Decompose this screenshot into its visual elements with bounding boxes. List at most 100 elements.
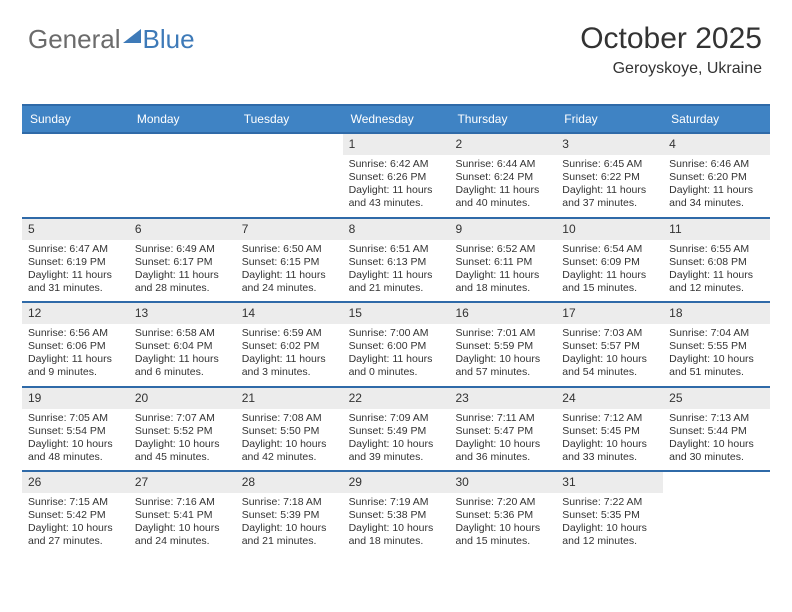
day-number: 5 [22, 219, 129, 240]
day-sunset: Sunset: 5:49 PM [349, 425, 444, 438]
day-daylight2: and 34 minutes. [669, 197, 764, 210]
day-daylight1: Daylight: 10 hours [135, 522, 230, 535]
day-daylight1: Daylight: 11 hours [349, 353, 444, 366]
day-daylight2: and 0 minutes. [349, 366, 444, 379]
day-daylight1: Daylight: 11 hours [562, 184, 657, 197]
day-daylight1: Daylight: 10 hours [562, 353, 657, 366]
weekday-header: Tuesday [236, 106, 343, 132]
day-sunset: Sunset: 5:42 PM [28, 509, 123, 522]
day-number: 7 [236, 219, 343, 240]
page-title: October 2025 [580, 22, 762, 56]
day-daylight2: and 42 minutes. [242, 451, 337, 464]
day-sunset: Sunset: 5:50 PM [242, 425, 337, 438]
day-daylight1: Daylight: 11 hours [669, 184, 764, 197]
day-daylight1: Daylight: 11 hours [28, 353, 123, 366]
day-number: 29 [343, 472, 450, 493]
day-daylight1: Daylight: 10 hours [242, 438, 337, 451]
day-details: Sunrise: 6:47 AMSunset: 6:19 PMDaylight:… [22, 240, 129, 302]
day-cell: 24Sunrise: 7:12 AMSunset: 5:45 PMDayligh… [556, 388, 663, 471]
day-daylight2: and 12 minutes. [562, 535, 657, 548]
day-details: Sunrise: 6:51 AMSunset: 6:13 PMDaylight:… [343, 240, 450, 302]
weekday-header-row: SundayMondayTuesdayWednesdayThursdayFrid… [22, 104, 770, 132]
day-sunrise: Sunrise: 6:59 AM [242, 327, 337, 340]
weekday-header: Sunday [22, 106, 129, 132]
day-daylight2: and 18 minutes. [349, 535, 444, 548]
day-sunset: Sunset: 5:38 PM [349, 509, 444, 522]
logo-text-2: Blue [143, 24, 195, 55]
day-daylight2: and 15 minutes. [562, 282, 657, 295]
day-details: Sunrise: 7:09 AMSunset: 5:49 PMDaylight:… [343, 409, 450, 471]
day-daylight1: Daylight: 10 hours [562, 438, 657, 451]
day-daylight2: and 12 minutes. [669, 282, 764, 295]
day-sunrise: Sunrise: 7:01 AM [455, 327, 550, 340]
day-cell: 30Sunrise: 7:20 AMSunset: 5:36 PMDayligh… [449, 472, 556, 555]
day-number: 28 [236, 472, 343, 493]
day-daylight2: and 54 minutes. [562, 366, 657, 379]
day-cell: 3Sunrise: 6:45 AMSunset: 6:22 PMDaylight… [556, 134, 663, 217]
day-cell: 5Sunrise: 6:47 AMSunset: 6:19 PMDaylight… [22, 219, 129, 302]
day-sunset: Sunset: 6:13 PM [349, 256, 444, 269]
day-number: 10 [556, 219, 663, 240]
day-details: Sunrise: 7:13 AMSunset: 5:44 PMDaylight:… [663, 409, 770, 471]
day-details: Sunrise: 6:55 AMSunset: 6:08 PMDaylight:… [663, 240, 770, 302]
day-daylight1: Daylight: 11 hours [562, 269, 657, 282]
day-daylight2: and 3 minutes. [242, 366, 337, 379]
day-cell: 11Sunrise: 6:55 AMSunset: 6:08 PMDayligh… [663, 219, 770, 302]
day-sunset: Sunset: 5:35 PM [562, 509, 657, 522]
day-number: 20 [129, 388, 236, 409]
day-cell: 27Sunrise: 7:16 AMSunset: 5:41 PMDayligh… [129, 472, 236, 555]
day-sunset: Sunset: 5:39 PM [242, 509, 337, 522]
day-details: Sunrise: 7:12 AMSunset: 5:45 PMDaylight:… [556, 409, 663, 471]
day-sunrise: Sunrise: 7:15 AM [28, 496, 123, 509]
day-number: 14 [236, 303, 343, 324]
day-sunset: Sunset: 6:17 PM [135, 256, 230, 269]
day-daylight2: and 45 minutes. [135, 451, 230, 464]
day-sunrise: Sunrise: 6:45 AM [562, 158, 657, 171]
day-daylight1: Daylight: 11 hours [349, 269, 444, 282]
day-sunset: Sunset: 6:20 PM [669, 171, 764, 184]
day-daylight1: Daylight: 10 hours [455, 522, 550, 535]
day-cell: 10Sunrise: 6:54 AMSunset: 6:09 PMDayligh… [556, 219, 663, 302]
day-sunrise: Sunrise: 7:00 AM [349, 327, 444, 340]
day-sunset: Sunset: 5:41 PM [135, 509, 230, 522]
day-details: Sunrise: 7:00 AMSunset: 6:00 PMDaylight:… [343, 324, 450, 386]
day-details: Sunrise: 6:58 AMSunset: 6:04 PMDaylight:… [129, 324, 236, 386]
day-details: Sunrise: 6:59 AMSunset: 6:02 PMDaylight:… [236, 324, 343, 386]
day-sunrise: Sunrise: 7:09 AM [349, 412, 444, 425]
day-sunrise: Sunrise: 6:52 AM [455, 243, 550, 256]
day-cell: 15Sunrise: 7:00 AMSunset: 6:00 PMDayligh… [343, 303, 450, 386]
day-daylight1: Daylight: 10 hours [455, 438, 550, 451]
day-sunrise: Sunrise: 6:50 AM [242, 243, 337, 256]
day-details: Sunrise: 7:19 AMSunset: 5:38 PMDaylight:… [343, 493, 450, 555]
day-cell: 14Sunrise: 6:59 AMSunset: 6:02 PMDayligh… [236, 303, 343, 386]
day-cell [236, 134, 343, 217]
day-cell: 18Sunrise: 7:04 AMSunset: 5:55 PMDayligh… [663, 303, 770, 386]
day-sunset: Sunset: 6:02 PM [242, 340, 337, 353]
day-number: 25 [663, 388, 770, 409]
day-details: Sunrise: 6:46 AMSunset: 6:20 PMDaylight:… [663, 155, 770, 217]
day-number [22, 134, 129, 155]
weekday-header: Monday [129, 106, 236, 132]
day-daylight1: Daylight: 11 hours [28, 269, 123, 282]
day-cell: 21Sunrise: 7:08 AMSunset: 5:50 PMDayligh… [236, 388, 343, 471]
day-cell [22, 134, 129, 217]
day-sunset: Sunset: 6:00 PM [349, 340, 444, 353]
day-number: 18 [663, 303, 770, 324]
day-daylight2: and 15 minutes. [455, 535, 550, 548]
day-daylight2: and 21 minutes. [349, 282, 444, 295]
day-cell: 19Sunrise: 7:05 AMSunset: 5:54 PMDayligh… [22, 388, 129, 471]
day-number: 17 [556, 303, 663, 324]
day-details: Sunrise: 7:15 AMSunset: 5:42 PMDaylight:… [22, 493, 129, 555]
day-sunset: Sunset: 5:44 PM [669, 425, 764, 438]
day-sunset: Sunset: 6:19 PM [28, 256, 123, 269]
day-details: Sunrise: 6:42 AMSunset: 6:26 PMDaylight:… [343, 155, 450, 217]
day-daylight1: Daylight: 10 hours [562, 522, 657, 535]
day-details: Sunrise: 7:18 AMSunset: 5:39 PMDaylight:… [236, 493, 343, 555]
day-number [129, 134, 236, 155]
day-daylight1: Daylight: 10 hours [349, 522, 444, 535]
day-sunrise: Sunrise: 7:05 AM [28, 412, 123, 425]
day-cell: 6Sunrise: 6:49 AMSunset: 6:17 PMDaylight… [129, 219, 236, 302]
day-sunrise: Sunrise: 6:46 AM [669, 158, 764, 171]
day-daylight2: and 48 minutes. [28, 451, 123, 464]
day-sunrise: Sunrise: 7:07 AM [135, 412, 230, 425]
